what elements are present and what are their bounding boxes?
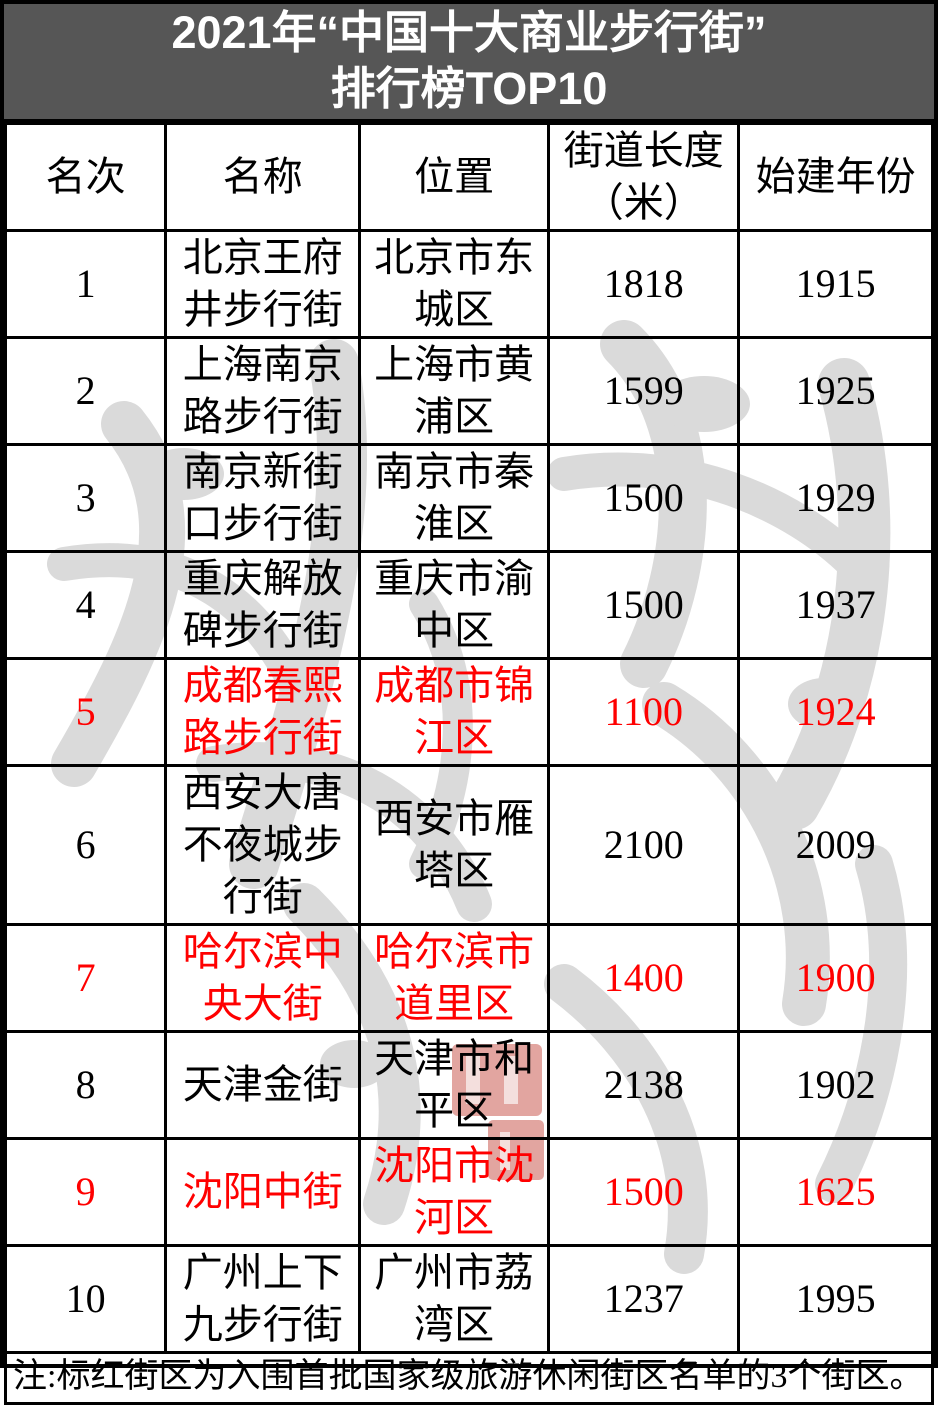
cell-location: 哈尔滨市道里区 [358, 923, 551, 1033]
cell-year: 1925 [737, 336, 934, 446]
cell-name: 广州上下九步行街 [164, 1244, 362, 1354]
column-header-length: 街道长度（米） [547, 122, 741, 232]
cell-year: 1924 [737, 657, 934, 767]
ranking-table: 名次 名称 位置 街道长度（米） 始建年份 1 北京王府井步行街 北京市东城区 181… [3, 122, 934, 1405]
column-header-year: 始建年份 [737, 122, 934, 232]
cell-name: 南京新街口步行街 [164, 443, 362, 553]
table-row: 9 沈阳中街 沈阳市沈河区 1500 1625 [3, 1137, 934, 1247]
table-row: 6 西安大唐不夜城步行街 西安市雁塔区 2100 2009 [3, 764, 934, 926]
table-row: 8 天津金街 天津市和平区 2138 1902 [3, 1030, 934, 1140]
table-row: 7 哈尔滨中央大街 哈尔滨市道里区 1400 1900 [3, 923, 934, 1033]
column-header-rank: 名次 [3, 122, 168, 232]
table-row: 4 重庆解放碑步行街 重庆市渝中区 1500 1937 [3, 550, 934, 660]
table-row: 10 广州上下九步行街 广州市荔湾区 1237 1995 [3, 1244, 934, 1354]
cell-length: 1100 [547, 657, 741, 767]
cell-name: 北京王府井步行街 [164, 229, 362, 339]
cell-year: 1902 [737, 1030, 934, 1140]
cell-length: 1500 [547, 443, 741, 553]
cell-rank: 8 [3, 1030, 168, 1140]
cell-name: 上海南京路步行街 [164, 336, 362, 446]
cell-length: 1500 [547, 550, 741, 660]
cell-year: 1937 [737, 550, 934, 660]
table-footer: 注:标红街区为入围首批国家级旅游休闲街区名单的3个街区。 [4, 1351, 934, 1405]
cell-length: 1237 [547, 1244, 741, 1354]
cell-length: 1500 [547, 1137, 741, 1247]
column-header-name: 名称 [164, 122, 362, 232]
cell-name: 西安大唐不夜城步行街 [164, 764, 362, 926]
cell-year: 1929 [737, 443, 934, 553]
cell-length: 2138 [547, 1030, 741, 1140]
cell-year: 2009 [737, 764, 934, 926]
table-row: 2 上海南京路步行街 上海市黄浦区 1599 1925 [3, 336, 934, 446]
title-line-2: 排行榜TOP10 [330, 63, 608, 114]
cell-length: 2100 [547, 764, 741, 926]
cell-location: 北京市东城区 [358, 229, 551, 339]
cell-year: 1995 [737, 1244, 934, 1354]
cell-name: 重庆解放碑步行街 [164, 550, 362, 660]
cell-location: 广州市荔湾区 [358, 1244, 551, 1354]
cell-length: 1400 [547, 923, 741, 1033]
table-header: 名次 名称 位置 街道长度（米） 始建年份 [3, 122, 934, 232]
cell-year: 1900 [737, 923, 934, 1033]
cell-location: 西安市雁塔区 [358, 764, 551, 926]
table-row: 5 成都春熙路步行街 成都市锦江区 1100 1924 [3, 657, 934, 767]
cell-year: 1625 [737, 1137, 934, 1247]
cell-rank: 1 [3, 229, 168, 339]
cell-location: 成都市锦江区 [358, 657, 551, 767]
title-line-1: 2021年“中国十大商业步行街” [171, 7, 767, 58]
cell-length: 1599 [547, 336, 741, 446]
cell-rank: 9 [3, 1137, 168, 1247]
cell-name: 成都春熙路步行街 [164, 657, 362, 767]
footnote-row: 注:标红街区为入围首批国家级旅游休闲街区名单的3个街区。 [4, 1351, 934, 1405]
cell-name: 沈阳中街 [164, 1137, 362, 1247]
cell-rank: 4 [3, 550, 168, 660]
table-body: 1 北京王府井步行街 北京市东城区 1818 1915 2 上海南京路步行街 上海市黄浦区 15… [3, 229, 934, 1354]
footnote: 注:标红街区为入围首批国家级旅游休闲街区名单的3个街区。 [4, 1351, 934, 1405]
cell-name: 天津金街 [164, 1030, 362, 1140]
title-bar: 2021年“中国十大商业步行街” 排行榜TOP10 [4, 4, 934, 122]
table-row: 3 南京新街口步行街 南京市秦淮区 1500 1929 [3, 443, 934, 553]
cell-location: 重庆市渝中区 [358, 550, 551, 660]
cell-length: 1818 [547, 229, 741, 339]
column-header-location: 位置 [358, 122, 551, 232]
cell-rank: 10 [3, 1244, 168, 1354]
table-row: 1 北京王府井步行街 北京市东城区 1818 1915 [3, 229, 934, 339]
cell-location: 沈阳市沈河区 [358, 1137, 551, 1247]
cell-year: 1915 [737, 229, 934, 339]
cell-rank: 5 [3, 657, 168, 767]
header-row: 名次 名称 位置 街道长度（米） 始建年份 [3, 122, 934, 232]
cell-rank: 7 [3, 923, 168, 1033]
cell-rank: 3 [3, 443, 168, 553]
cell-location: 南京市秦淮区 [358, 443, 551, 553]
cell-rank: 6 [3, 764, 168, 926]
cell-rank: 2 [3, 336, 168, 446]
cell-location: 天津市和平区 [358, 1030, 551, 1140]
cell-name: 哈尔滨中央大街 [164, 923, 362, 1033]
cell-location: 上海市黄浦区 [358, 336, 551, 446]
